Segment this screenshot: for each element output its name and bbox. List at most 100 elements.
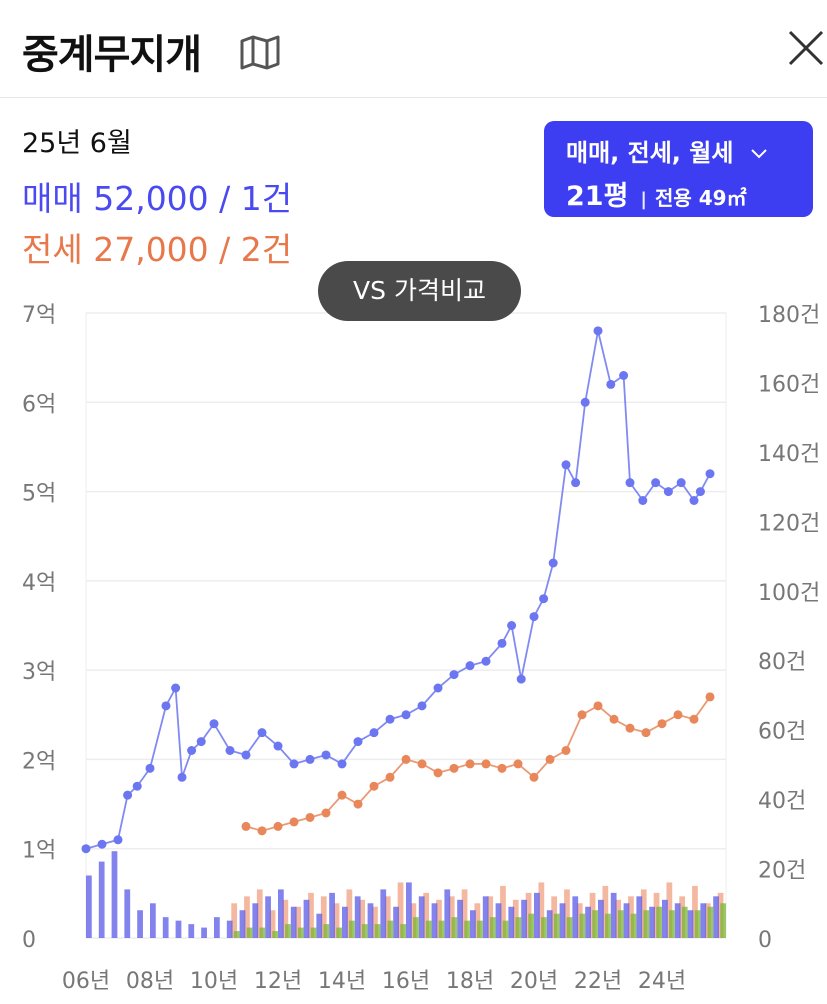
y-right-tick-label: 80건 [758,650,806,675]
data-point-rent [497,763,507,773]
volume-bar-sale [226,920,233,938]
data-point-sale [695,487,705,497]
data-point-rent [449,763,459,773]
data-point-sale [161,701,171,711]
data-point-sale [689,496,699,505]
data-point-sale [225,746,235,755]
data-point-rent [593,701,603,711]
data-point-sale [209,719,219,729]
data-point-sale [257,728,267,738]
volume-bar-monthly [336,927,342,938]
data-point-sale [516,674,526,684]
chevron-down-icon [751,149,767,159]
volume-bar-rent [372,906,378,938]
data-point-sale [321,750,331,760]
volume-bar-monthly [272,931,278,938]
y-left-tick-label: 4억 [22,571,56,596]
data-point-sale [651,478,661,488]
volume-bar-monthly [387,920,394,938]
data-point-sale [663,487,673,497]
data-point-sale [449,670,459,680]
volume-bar-rent [256,889,263,938]
volume-bar-rent [295,906,302,938]
y-right-tick-label: 0 [758,928,772,953]
y-left-tick-label: 1억 [22,839,56,864]
volume-bar-rent [346,889,353,938]
separator: | [640,189,647,210]
volume-bar-sale [687,910,694,938]
volume-bar-monthly [425,920,432,938]
volume-bar-rent [564,889,570,938]
data-point-rent [577,710,587,720]
data-point-sale [353,737,363,747]
volume-bar-sale [418,896,425,938]
data-point-rent [417,759,427,769]
rent-summary: 전세 27,000 / 2건 [22,230,293,269]
volume-bar-sale [572,896,579,938]
volume-bar-sale [98,861,105,938]
data-point-rent [289,817,299,827]
close-icon[interactable] [786,28,826,68]
volume-bar-sale [111,851,118,938]
data-point-sale [171,683,181,693]
data-point-sale [539,594,549,604]
data-point-sale [507,621,517,630]
volume-bar-sale [342,906,348,938]
volume-bar-sale [316,913,323,938]
x-tick-label: 18년 [446,969,494,994]
volume-bar-monthly [579,913,586,938]
volume-bar-monthly [464,920,470,938]
data-point-sale [529,612,539,622]
volume-bar-monthly [489,917,496,938]
volume-bar-sale [303,899,310,938]
data-point-sale [187,746,197,755]
period-label: 25년 6월 [22,128,132,159]
y-left-tick-label: 6억 [22,392,56,417]
data-point-rent [609,714,619,724]
volume-bar-rent [423,892,430,938]
volume-bar-sale [674,903,681,938]
volume-bar-sale [367,903,374,938]
filter-button[interactable]: 매매, 전세, 월세 21평 | 전용 49㎡ [544,121,813,217]
volume-bar-sale [175,920,182,938]
x-tick-label: 16년 [382,969,430,994]
header: 중계무지개 [0,0,827,98]
data-point-rent [385,772,395,782]
volume-bar-monthly [233,931,240,938]
data-point-rent [657,719,667,729]
map-icon[interactable] [239,34,281,70]
data-point-sale [97,839,107,849]
data-point-rent [257,826,267,836]
volume-bar-rent [359,899,366,938]
volume-bar-sale [188,924,195,938]
data-point-sale [465,661,475,671]
data-point-sale [625,478,635,488]
volume-bar-rent [282,899,289,938]
volume-bar-monthly [259,927,266,938]
volume-bar-sale [162,917,169,938]
volume-bar-sale [559,903,566,938]
volume-bar-monthly [310,927,317,938]
complex-title: 중계무지개 [22,32,202,78]
compare-button[interactable]: VS 가격비교 [318,261,521,321]
volume-bar-sale [393,906,399,938]
volume-bar-monthly [694,910,701,938]
data-point-rent [545,754,555,764]
volume-bar-monthly [502,920,509,938]
x-tick-label: 24년 [638,969,686,994]
data-point-rent [641,728,651,738]
volume-bar-rent [436,899,442,938]
data-point-sale [385,714,395,724]
y-right-tick-label: 160건 [758,372,820,397]
volume-bar-sale [124,889,131,938]
data-point-sale [606,379,616,389]
volume-bar-rent [448,896,455,938]
volume-bar-sale [649,906,655,938]
data-point-rent [369,781,379,791]
y-right-tick-label: 20건 [758,859,806,884]
data-point-sale [113,835,123,845]
data-point-rent [561,746,571,755]
volume-bar-sale [290,906,297,938]
data-point-sale [177,772,187,782]
volume-bar-monthly [477,920,483,938]
